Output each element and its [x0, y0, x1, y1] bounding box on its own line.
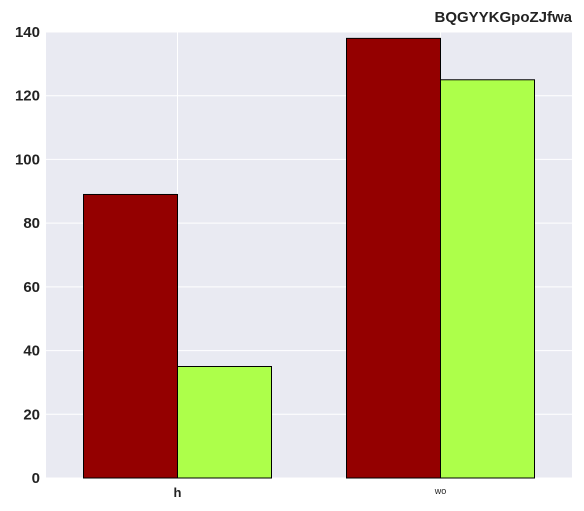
y-tick-label: 80	[23, 215, 40, 232]
y-tick-label: 40	[23, 343, 40, 360]
y-axis-ticks: 0 20 40 60 80 100 120 140	[15, 24, 40, 487]
y-tick-label: 140	[15, 24, 40, 41]
y-tick-label: 0	[32, 470, 40, 487]
x-axis-ticks: h wo	[174, 485, 447, 500]
x-tick-label-h: h	[174, 485, 182, 500]
bar-series-2-h	[177, 366, 272, 479]
bar-series-2-wo	[440, 79, 535, 479]
y-tick-label: 100	[15, 151, 40, 168]
bars	[83, 37, 535, 479]
y-tick-label: 60	[23, 279, 40, 296]
y-tick-label: 20	[23, 406, 40, 423]
chart-title: BQGYYKGpoZJfwa	[434, 9, 572, 26]
bar-series-1-h	[83, 193, 178, 479]
x-tick-label-wo: wo	[434, 486, 447, 496]
y-tick-label: 120	[15, 88, 40, 105]
bar-series-1-wo	[346, 37, 441, 479]
